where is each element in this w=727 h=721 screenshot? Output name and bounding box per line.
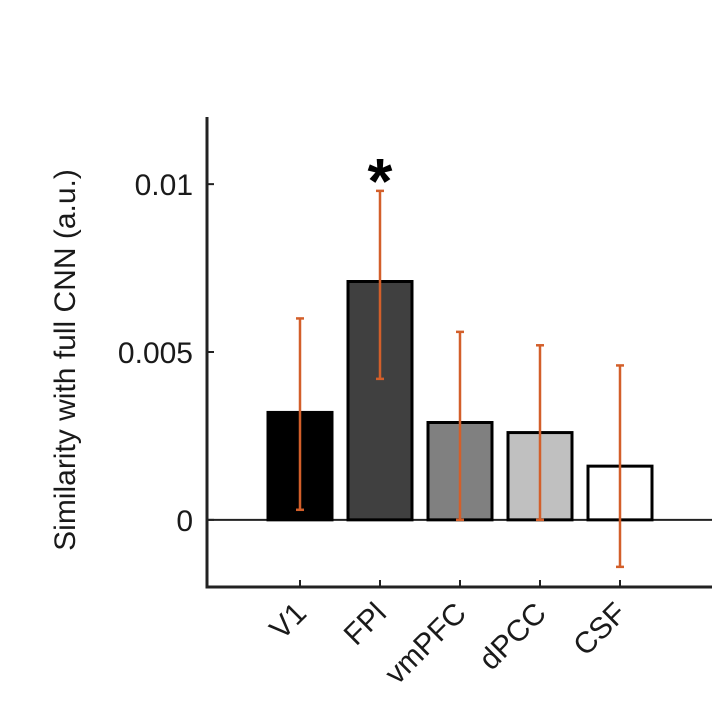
category-label: vmPFC [379,597,473,691]
error-bar [536,344,544,522]
error-bar [616,364,624,569]
y-ticks: 0 0.005 0.01 [118,169,214,538]
error-bar [296,317,304,512]
error-bars [296,189,624,569]
category-label: FPl [338,597,393,652]
error-bar [456,330,464,522]
annotations: * [368,145,393,217]
category-label: CSF [567,597,633,663]
error-bar [376,189,384,381]
significance-asterisk: * [368,145,393,217]
y-tick-label: 0.005 [118,337,193,370]
y-tick-label: 0.01 [135,169,193,202]
y-axis-label: Similarity with full CNN (a.u.) [49,169,82,551]
category-label: dPCC [473,597,553,677]
category-label: V1 [264,597,313,646]
y-tick-label: 0 [176,505,193,538]
